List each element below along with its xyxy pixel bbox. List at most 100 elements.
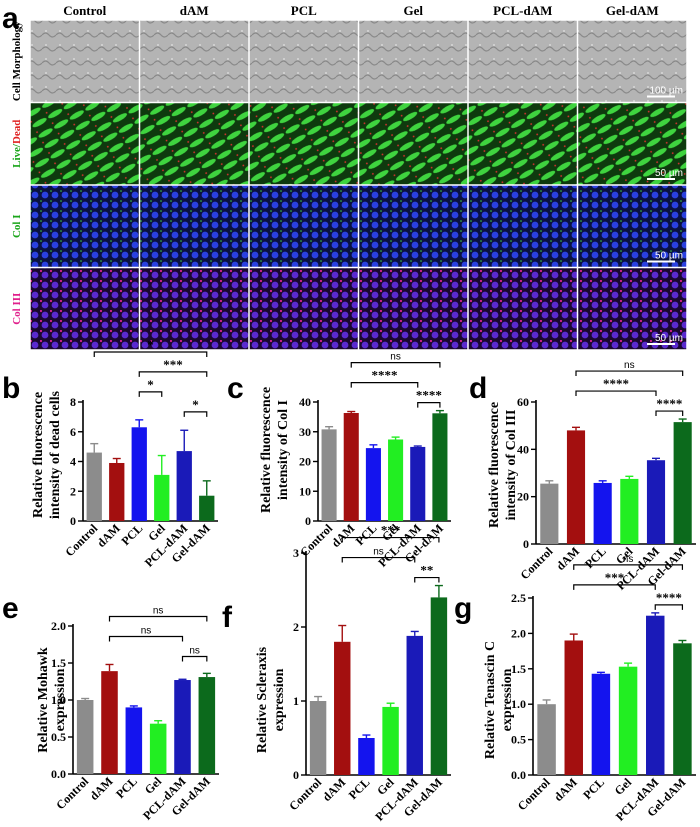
- x-tick-label: dAM: [551, 775, 580, 804]
- micrograph-image: [468, 20, 577, 102]
- bar-dam: [343, 413, 359, 521]
- x-tick-label: dAM: [320, 775, 349, 804]
- micrograph-image: [578, 20, 687, 102]
- micrograph-image: [468, 185, 577, 267]
- panel-letter: b: [2, 372, 20, 405]
- bar-gel: [382, 706, 399, 775]
- row-label-part: Dead: [11, 120, 23, 144]
- y-axis-label: Relative Scleraxis expression: [255, 646, 287, 753]
- micrograph-image: [140, 103, 249, 185]
- y-tick-label: 40: [517, 442, 529, 456]
- y-tick-label: 6: [70, 425, 76, 439]
- y-tick-label: 20: [517, 490, 529, 504]
- panel-letter: f: [222, 601, 233, 634]
- y-axis-label-line: Relative fluorescence: [487, 402, 502, 528]
- bar-pcl-dam: [406, 635, 423, 775]
- y-tick-label: 0: [70, 514, 76, 528]
- micrograph-image: [249, 20, 358, 102]
- micrograph-image: [359, 20, 468, 102]
- significance-label: ***: [605, 570, 625, 585]
- x-tick-label: dAM: [329, 521, 358, 550]
- bar-gel: [154, 474, 170, 521]
- y-tick-label: 2.0: [51, 619, 66, 633]
- significance-bracket: [417, 402, 441, 408]
- y-axis-label: Relative Mohawk expression: [36, 647, 68, 753]
- x-tick-label: PCL: [346, 775, 373, 802]
- significance-bracket: [575, 370, 684, 377]
- significance-label: ns: [189, 645, 200, 656]
- significance-label: *: [147, 337, 154, 352]
- micrograph-image: [249, 103, 358, 185]
- row-label: Live/Dead: [11, 120, 23, 168]
- chart-e: e Relative Mohawk expression 0.0 0.5 1.0 1.5 2.…: [2, 592, 219, 823]
- significance-bracket: [108, 615, 208, 622]
- x-tick-label: dAM: [94, 521, 123, 550]
- x-tick-label: dAM: [553, 544, 582, 573]
- bar-gel: [620, 478, 639, 544]
- y-tick-label: 1.0: [511, 697, 526, 711]
- x-tick-label: PCL: [113, 774, 140, 801]
- row-labels: Cell Morphology Live/Dead Col I Col III: [11, 21, 23, 325]
- y-tick-label: 0.0: [51, 767, 66, 781]
- micrograph-image: [30, 268, 139, 350]
- panel-letter: g: [454, 592, 472, 625]
- bar-gel-dam: [432, 413, 448, 521]
- bar-control: [540, 483, 559, 544]
- bar-pcl-dam: [646, 460, 666, 544]
- y-tick-label: 0: [523, 537, 529, 551]
- bar-control: [321, 429, 337, 521]
- bar-dam: [564, 640, 583, 775]
- scale-bar-label: 50 µm: [655, 168, 683, 179]
- y-tick-label: 0.5: [511, 733, 526, 747]
- micrograph-image: [578, 185, 687, 267]
- panel-letter: c: [227, 372, 244, 405]
- bar-pcl: [591, 673, 611, 775]
- condition-label: dAM: [180, 3, 209, 18]
- significance-label: ns: [153, 605, 164, 616]
- y-tick-label: 4: [70, 455, 76, 469]
- significance-bracket: [654, 604, 684, 610]
- y-axis-label-line: Relative Scleraxis: [255, 646, 270, 753]
- y-axis-label-line: Relative fluorescence: [31, 392, 46, 518]
- row-label-part: Col I: [11, 214, 23, 238]
- bar-dam: [566, 430, 586, 544]
- micrograph-image: [359, 185, 468, 267]
- significance-label: **: [420, 563, 433, 578]
- y-tick-label: 1.5: [51, 656, 66, 670]
- significance-bracket: [341, 536, 440, 543]
- bar-pcl: [125, 707, 143, 774]
- condition-label: Control: [63, 3, 106, 18]
- significance-label: ns: [624, 360, 635, 371]
- significance-bracket: [138, 391, 163, 397]
- significance-bracket: [350, 362, 441, 368]
- y-tick-label: 20: [299, 455, 311, 469]
- significance-label: ****: [656, 590, 682, 605]
- micrograph-image: [249, 185, 358, 267]
- condition-labels: Control dAM PCL Gel PCL-dAM Gel-dAM: [63, 3, 658, 18]
- row-label: Cell Morphology: [11, 21, 23, 101]
- micrograph-image: [359, 268, 468, 350]
- condition-label: Gel: [404, 3, 424, 18]
- micrograph-grid: 100 µm 50 µm 50 µm 50 µm: [30, 20, 687, 350]
- bar-gel-dam: [430, 597, 448, 775]
- y-tick-label: 60: [517, 395, 529, 409]
- panel-letter-a: a: [2, 2, 19, 35]
- significance-bracket: [138, 371, 208, 377]
- micrograph-image: [140, 268, 249, 350]
- condition-label: PCL-dAM: [493, 3, 552, 18]
- row-label: Col III: [11, 293, 23, 325]
- panel-letter: e: [2, 592, 19, 625]
- y-tick-label: 2.5: [511, 591, 526, 605]
- y-axis-label-line: expression: [272, 668, 287, 731]
- significance-bracket: [108, 635, 184, 642]
- y-tick-label: 1: [293, 694, 299, 708]
- bar-control: [537, 704, 556, 775]
- y-tick-label: 0: [293, 768, 299, 782]
- bar-pcl: [593, 482, 612, 544]
- bar-pcl: [131, 427, 147, 521]
- y-axis-label-line: Relative fluorescence: [259, 387, 274, 513]
- scale-bar-label: 100 µm: [649, 86, 683, 97]
- bar-gel-dam: [199, 495, 215, 521]
